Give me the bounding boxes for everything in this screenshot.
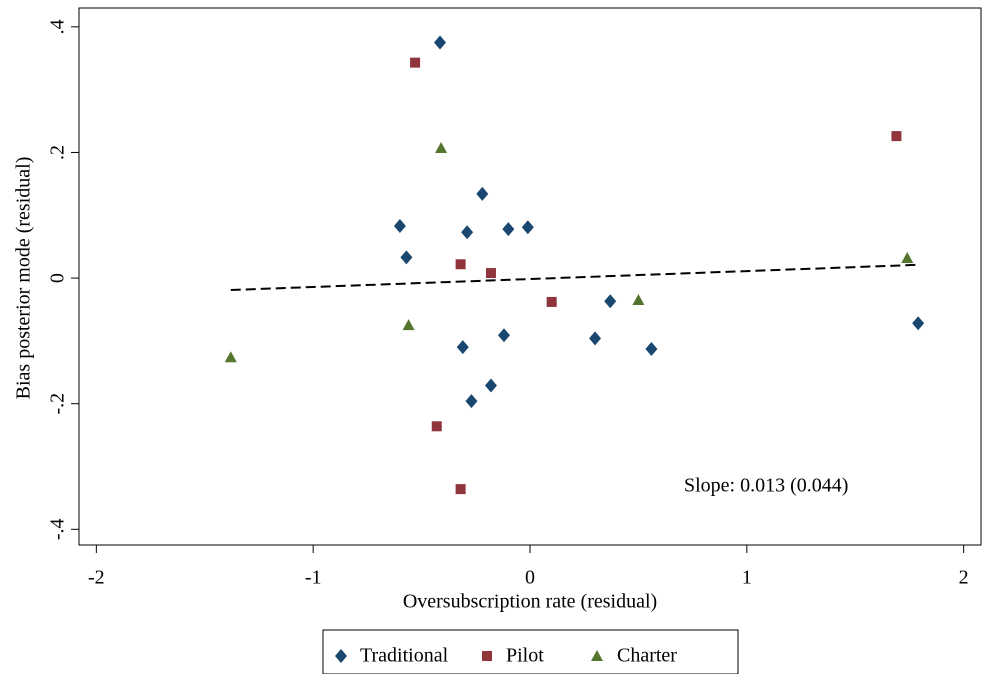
legend-label: Pilot bbox=[506, 645, 544, 667]
point bbox=[393, 218, 406, 233]
point bbox=[456, 340, 469, 355]
y-axis-label: Bias posterior mode (residual) bbox=[13, 157, 35, 400]
point bbox=[476, 186, 489, 201]
point bbox=[400, 250, 413, 265]
point bbox=[431, 421, 442, 432]
x-tick-label: 2 bbox=[959, 567, 969, 589]
point bbox=[521, 220, 534, 235]
point bbox=[455, 259, 466, 270]
y-tick-label: -.2 bbox=[47, 393, 69, 415]
point bbox=[497, 328, 510, 343]
point bbox=[402, 319, 415, 331]
point bbox=[632, 294, 645, 306]
point bbox=[484, 378, 497, 393]
point bbox=[224, 351, 237, 363]
y-tick-label: .2 bbox=[47, 145, 69, 160]
x-tick-label: 0 bbox=[525, 567, 535, 589]
point bbox=[461, 225, 474, 240]
point bbox=[901, 251, 914, 263]
y-tick-label: .4 bbox=[47, 19, 69, 34]
legend-marker bbox=[482, 651, 492, 661]
legend-marker bbox=[591, 650, 603, 661]
point bbox=[645, 342, 658, 357]
legend-label: Traditional bbox=[360, 645, 449, 667]
legend-marker bbox=[335, 649, 347, 663]
point bbox=[912, 316, 925, 331]
fit-line bbox=[230, 263, 916, 292]
x-tick-label: 1 bbox=[742, 567, 752, 589]
annotation: Slope: 0.013 (0.044) bbox=[684, 475, 848, 497]
plot-frame bbox=[78, 7, 982, 546]
point bbox=[410, 57, 421, 68]
y-tick-label: 0 bbox=[47, 273, 69, 283]
y-tick-label: -.4 bbox=[47, 518, 69, 540]
point bbox=[455, 484, 466, 495]
point bbox=[502, 222, 515, 237]
point bbox=[604, 294, 617, 309]
point bbox=[465, 394, 478, 409]
legend-label: Charter bbox=[617, 645, 677, 667]
point bbox=[435, 142, 448, 154]
point bbox=[589, 331, 602, 346]
point bbox=[485, 268, 496, 279]
x-axis-label: Oversubscription rate (residual) bbox=[403, 591, 657, 613]
x-tick-label: -1 bbox=[305, 567, 322, 589]
point bbox=[434, 35, 447, 50]
legend-box bbox=[322, 629, 739, 674]
point bbox=[891, 131, 902, 142]
x-tick-label: -2 bbox=[88, 567, 105, 589]
point bbox=[546, 296, 557, 307]
